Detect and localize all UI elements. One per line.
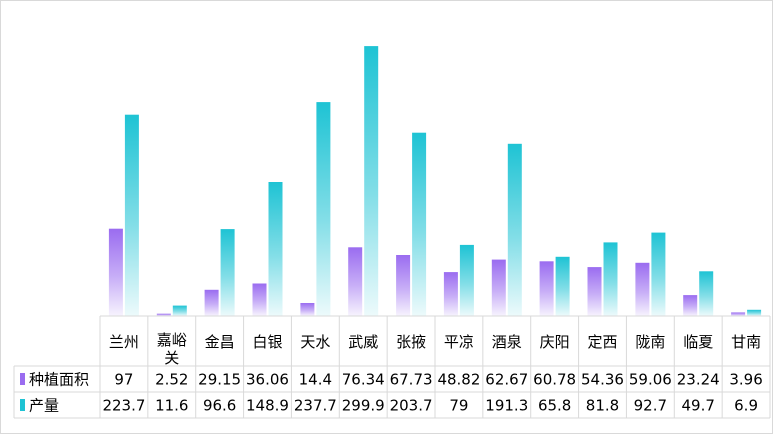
bars-layer: [108, 46, 762, 316]
x-tick-label: 平凉: [444, 333, 474, 351]
data-label: 67.73: [390, 371, 433, 389]
data-label: 60.78: [533, 371, 576, 389]
bar-area-10: [587, 267, 602, 316]
data-label: 54.36: [581, 371, 624, 389]
bar-output-9: [555, 256, 570, 316]
x-tick-label: 酒泉: [492, 333, 522, 351]
data-label: 191.3: [485, 397, 528, 415]
data-label: 237.7: [294, 397, 337, 415]
bar-area-7: [443, 272, 458, 316]
bar-output-0: [124, 114, 139, 316]
bar-area-13: [731, 312, 746, 316]
x-tick-label: 甘南: [731, 333, 761, 351]
bar-area-3: [252, 283, 267, 316]
bar-output-12: [699, 271, 714, 316]
bar-area-2: [204, 289, 219, 316]
bar-area-9: [539, 261, 554, 316]
bar-output-11: [651, 232, 666, 316]
data-label: 36.06: [246, 371, 289, 389]
x-tick-label: 天水: [300, 333, 330, 351]
x-tick-label: 武威: [348, 333, 378, 351]
data-label: 79: [449, 397, 468, 415]
data-label: 299.9: [342, 397, 385, 415]
x-tick-label: 庆阳: [540, 333, 570, 351]
bar-area-5: [348, 247, 363, 316]
data-label: 23.24: [677, 371, 720, 389]
data-label: 59.06: [629, 371, 672, 389]
legend-key-0: [20, 373, 25, 385]
data-label: 14.4: [299, 371, 332, 389]
x-tick-label: 嘉峪关: [157, 331, 187, 367]
bar-area-11: [635, 262, 650, 316]
data-label: 81.8: [586, 397, 619, 415]
data-label: 2.52: [155, 371, 188, 389]
bar-output-2: [220, 229, 235, 316]
x-tick-label: 陇南: [635, 333, 665, 351]
legend-label: 种植面积: [29, 371, 89, 389]
data-label: 223.7: [102, 397, 145, 415]
x-tick-label: 兰州: [109, 333, 139, 351]
data-label: 97: [114, 371, 133, 389]
x-tick-label: 临夏: [683, 333, 713, 351]
data-label: 29.15: [198, 371, 241, 389]
data-label: 65.8: [538, 397, 571, 415]
bar-output-8: [507, 143, 522, 316]
data-label: 49.7: [682, 397, 715, 415]
data-label: 203.7: [390, 397, 433, 415]
bar-area-4: [300, 303, 315, 316]
bar-area-1: [156, 313, 171, 316]
x-tick-label: 金昌: [205, 333, 235, 351]
bar-area-0: [108, 228, 123, 316]
data-label: 148.9: [246, 397, 289, 415]
data-label: 11.6: [155, 397, 188, 415]
bar-output-10: [603, 242, 618, 316]
bar-area-12: [683, 295, 698, 316]
data-label: 96.6: [203, 397, 236, 415]
bar-output-1: [172, 305, 187, 316]
bar-output-5: [364, 46, 379, 316]
data-label: 62.67: [485, 371, 528, 389]
bar-area-8: [491, 259, 506, 316]
bar-output-3: [268, 182, 283, 316]
legend-key-1: [20, 399, 25, 411]
bar-output-13: [747, 309, 762, 316]
data-label: 92.7: [634, 397, 667, 415]
data-label: 6.9: [734, 397, 758, 415]
bar-area-6: [396, 255, 411, 316]
x-tick-label: 张掖: [396, 333, 426, 351]
data-label: 48.82: [437, 371, 480, 389]
bar-output-6: [412, 132, 427, 316]
x-tick-label: 白银: [252, 333, 282, 351]
x-tick-label: 定西: [587, 333, 617, 351]
data-label: 3.96: [729, 371, 762, 389]
data-label: 76.34: [342, 371, 385, 389]
bar-output-4: [316, 102, 331, 316]
bar-output-7: [459, 244, 474, 316]
legend-label: 产量: [29, 397, 59, 415]
